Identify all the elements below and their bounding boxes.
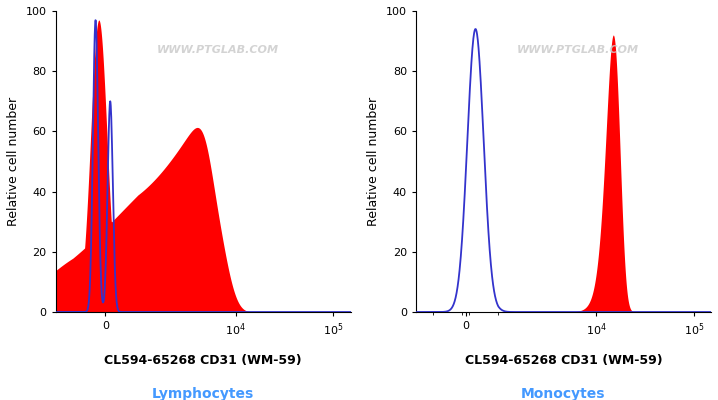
- Text: WWW.PTGLAB.COM: WWW.PTGLAB.COM: [157, 45, 279, 55]
- Y-axis label: Relative cell number: Relative cell number: [368, 97, 381, 226]
- Y-axis label: Relative cell number: Relative cell number: [7, 97, 20, 226]
- Text: Lymphocytes: Lymphocytes: [152, 387, 254, 400]
- Text: CL594-65268 CD31 (WM-59): CL594-65268 CD31 (WM-59): [465, 354, 662, 367]
- Text: Monocytes: Monocytes: [521, 387, 606, 400]
- Text: CL594-65268 CD31 (WM-59): CL594-65268 CD31 (WM-59): [104, 354, 302, 367]
- Text: WWW.PTGLAB.COM: WWW.PTGLAB.COM: [517, 45, 639, 55]
